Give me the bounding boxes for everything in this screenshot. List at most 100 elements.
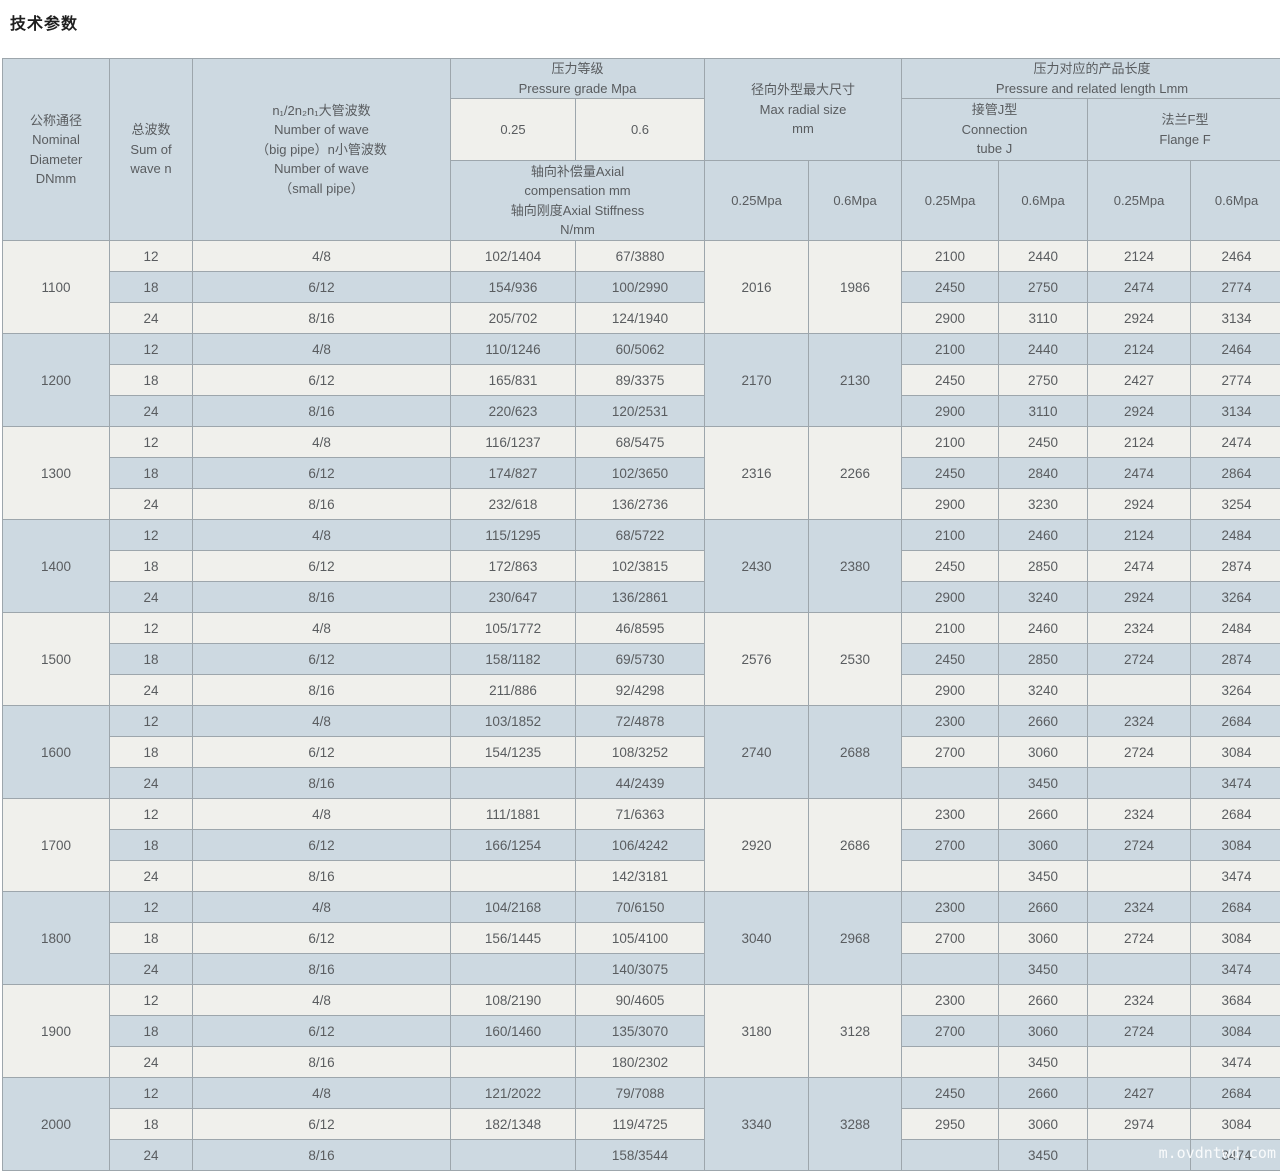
header-tube-06mpa: 0.6Mpa bbox=[998, 160, 1089, 241]
sum-of-wave-cell: 24 bbox=[109, 488, 193, 520]
radial-025-cell: 3040 bbox=[704, 891, 809, 985]
sum-of-wave-cell: 24 bbox=[109, 860, 193, 892]
number-of-wave-cell: 6/12 bbox=[192, 829, 451, 861]
tube-j-06-cell: 2850 bbox=[998, 550, 1089, 582]
table-row: 18 6/12 160/1460 135/3070 2700 3060 2724 3084 bbox=[3, 1015, 1280, 1047]
tube-j-06-cell: 2660 bbox=[998, 1077, 1089, 1109]
tube-j-025-cell: 2900 bbox=[901, 488, 1000, 520]
axial-06-cell: 108/3252 bbox=[575, 736, 705, 768]
axial-06-cell: 142/3181 bbox=[575, 860, 705, 892]
sum-of-wave-cell: 18 bbox=[109, 829, 193, 861]
flange-f-06-cell: 2874 bbox=[1190, 550, 1280, 582]
flange-f-06-cell: 2684 bbox=[1190, 705, 1280, 737]
flange-f-06-cell: 3264 bbox=[1190, 674, 1280, 706]
axial-06-cell: 106/4242 bbox=[575, 829, 705, 861]
header-flange-f: 法兰F型 Flange F bbox=[1087, 98, 1280, 161]
flange-f-06-cell: 3474 bbox=[1190, 860, 1280, 892]
tube-j-025-cell: 2450 bbox=[901, 364, 1000, 396]
radial-025-cell: 3180 bbox=[704, 984, 809, 1078]
table-row: 24 8/16 142/3181 3450 3474 bbox=[3, 860, 1280, 892]
axial-06-cell: 60/5062 bbox=[575, 333, 705, 365]
axial-06-cell: 68/5722 bbox=[575, 519, 705, 551]
flange-f-06-cell: 2684 bbox=[1190, 1077, 1280, 1109]
flange-f-025-cell: 2124 bbox=[1087, 240, 1192, 272]
radial-025-cell: 2170 bbox=[704, 333, 809, 427]
flange-f-06-cell: 2684 bbox=[1190, 891, 1280, 923]
flange-f-025-cell bbox=[1087, 860, 1192, 892]
header-max-radial-size: 径向外型最大尺寸 Max radial size mm bbox=[703, 58, 903, 161]
axial-025-cell: 165/831 bbox=[450, 364, 576, 396]
number-of-wave-cell: 6/12 bbox=[192, 1108, 451, 1140]
flange-f-025-cell: 2724 bbox=[1087, 922, 1192, 954]
number-of-wave-cell: 8/16 bbox=[192, 1046, 451, 1078]
axial-025-cell: 121/2022 bbox=[450, 1077, 576, 1109]
radial-025-cell: 2740 bbox=[704, 705, 809, 799]
page-title: 技术参数 bbox=[10, 16, 79, 33]
flange-f-025-cell: 2724 bbox=[1087, 1015, 1192, 1047]
number-of-wave-cell: 6/12 bbox=[192, 550, 451, 582]
axial-025-cell: 111/1881 bbox=[450, 798, 576, 830]
header-axial-compensation: 轴向补偿量Axial compensation mm 轴向刚度Axial Sti… bbox=[450, 160, 705, 241]
radial-025-cell: 2920 bbox=[704, 798, 809, 892]
number-of-wave-cell: 8/16 bbox=[192, 488, 451, 520]
flange-f-06-cell: 3264 bbox=[1190, 581, 1280, 613]
sum-of-wave-cell: 24 bbox=[109, 1046, 193, 1078]
number-of-wave-cell: 4/8 bbox=[192, 891, 451, 923]
flange-f-025-cell bbox=[1087, 767, 1192, 799]
axial-06-cell: 44/2439 bbox=[575, 767, 705, 799]
tube-j-06-cell: 3060 bbox=[998, 1108, 1089, 1140]
header-pressure-025: 0.25 bbox=[450, 98, 576, 161]
table-row: 18 6/12 166/1254 106/4242 2700 3060 2724 3084 bbox=[3, 829, 1280, 861]
flange-f-025-cell: 2724 bbox=[1087, 736, 1192, 768]
sum-of-wave-cell: 18 bbox=[109, 271, 193, 303]
tube-j-025-cell: 2100 bbox=[901, 426, 1000, 458]
axial-025-cell: 154/936 bbox=[450, 271, 576, 303]
header-row-2: 0.25 0.6 接管J型 Connection tube J 法兰F型 Fla… bbox=[3, 98, 1280, 161]
header-radial-025mpa: 0.25Mpa bbox=[704, 160, 809, 241]
tube-j-06-cell: 2660 bbox=[998, 798, 1089, 830]
axial-06-cell: 120/2531 bbox=[575, 395, 705, 427]
axial-06-cell: 92/4298 bbox=[575, 674, 705, 706]
sum-of-wave-cell: 18 bbox=[109, 643, 193, 675]
tube-j-025-cell bbox=[901, 1046, 1000, 1078]
number-of-wave-cell: 6/12 bbox=[192, 364, 451, 396]
tube-j-025-cell: 2900 bbox=[901, 302, 1000, 334]
tube-j-025-cell: 2900 bbox=[901, 395, 1000, 427]
flange-f-06-cell: 2464 bbox=[1190, 333, 1280, 365]
tube-j-025-cell: 2700 bbox=[901, 1015, 1000, 1047]
flange-f-025-cell: 2924 bbox=[1087, 581, 1192, 613]
flange-f-06-cell: 2464 bbox=[1190, 240, 1280, 272]
sum-of-wave-cell: 12 bbox=[109, 426, 193, 458]
radial-025-cell: 3340 bbox=[704, 1077, 809, 1171]
axial-025-cell: 104/2168 bbox=[450, 891, 576, 923]
sum-of-wave-cell: 12 bbox=[109, 333, 193, 365]
tube-j-025-cell bbox=[901, 767, 1000, 799]
header-nominal-diameter: 公称通径 Nominal Diameter DNmm bbox=[2, 58, 110, 241]
tube-j-06-cell: 2750 bbox=[998, 271, 1089, 303]
axial-06-cell: 90/4605 bbox=[575, 984, 705, 1016]
tube-j-025-cell: 2450 bbox=[901, 271, 1000, 303]
table-row: 1900 12 4/8 108/2190 90/4605 3180 3128 2300 2660… bbox=[2, 984, 1280, 1078]
number-of-wave-cell: 4/8 bbox=[192, 705, 451, 737]
flange-f-06-cell: 3254 bbox=[1190, 488, 1280, 520]
tube-j-06-cell: 2750 bbox=[998, 364, 1089, 396]
flange-f-025-cell: 2324 bbox=[1087, 984, 1192, 1016]
header-number-of-wave: n₁/2n₂n₁大管波数 Number of wave （big pipe）n小… bbox=[192, 58, 451, 241]
tube-j-06-cell: 2460 bbox=[998, 612, 1089, 644]
table-row: 24 8/16 230/647 136/2861 2900 3240 2924 3264 bbox=[3, 581, 1280, 613]
radial-06-cell: 2686 bbox=[807, 798, 903, 892]
sum-of-wave-cell: 12 bbox=[109, 798, 193, 830]
table-row: 1700 12 4/8 111/1881 71/6363 2920 2686 2300 2660… bbox=[2, 798, 1280, 892]
flange-f-06-cell: 3134 bbox=[1190, 302, 1280, 334]
tube-j-025-cell: 2300 bbox=[901, 705, 1000, 737]
header-flange-025mpa: 0.25Mpa bbox=[1087, 160, 1192, 241]
number-of-wave-cell: 4/8 bbox=[192, 1077, 451, 1109]
flange-f-06-cell: 2484 bbox=[1190, 612, 1280, 644]
flange-f-06-cell: 3084 bbox=[1190, 1015, 1280, 1047]
tube-j-025-cell: 2300 bbox=[901, 891, 1000, 923]
axial-025-cell: 205/702 bbox=[450, 302, 576, 334]
table-row: 1500 12 4/8 105/1772 46/8595 2576 2530 2100 2460… bbox=[2, 612, 1280, 706]
table-row: 1300 12 4/8 116/1237 68/5475 2316 2266 2100 2450… bbox=[2, 426, 1280, 520]
tube-j-025-cell: 2900 bbox=[901, 674, 1000, 706]
sum-of-wave-cell: 18 bbox=[109, 364, 193, 396]
